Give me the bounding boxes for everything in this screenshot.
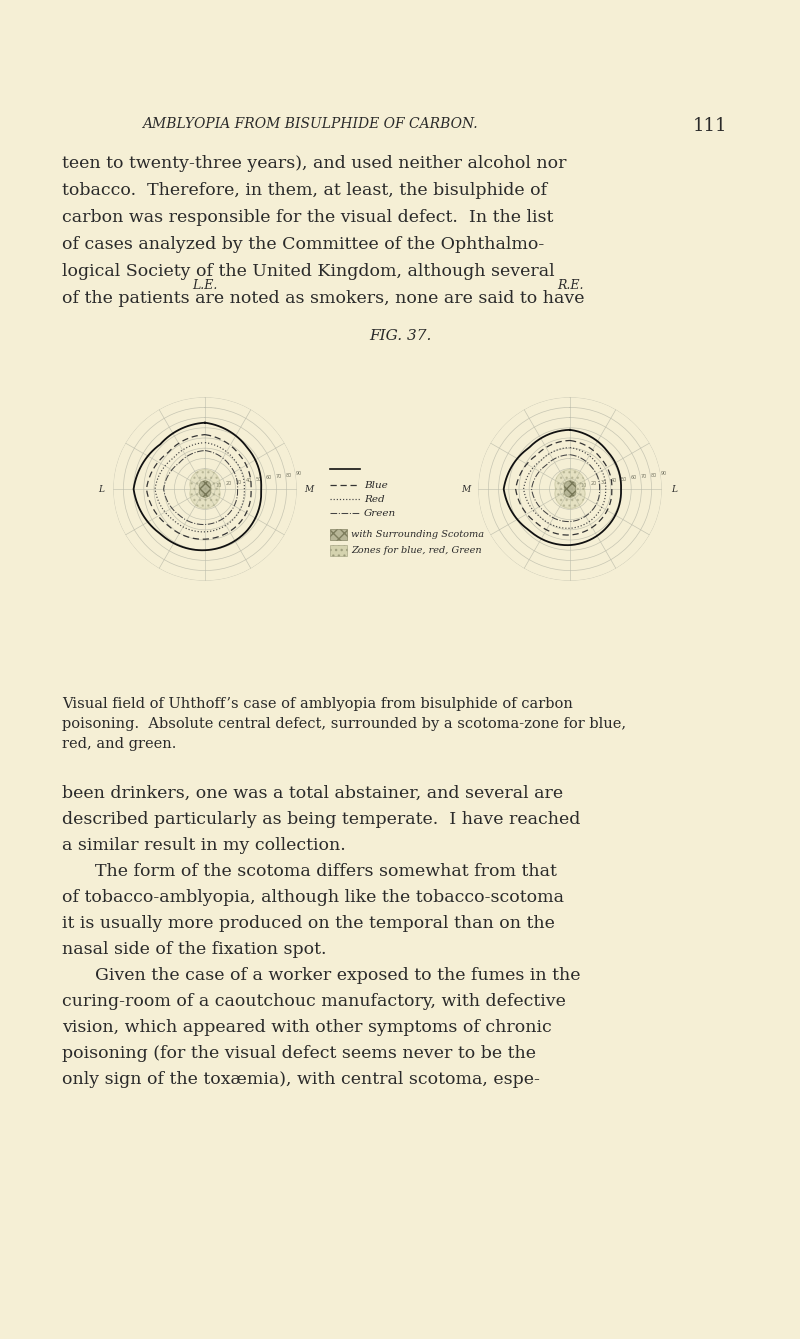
Text: Blue: Blue (364, 481, 388, 490)
Text: poisoning.  Absolute central defect, surrounded by a scotoma-zone for blue,: poisoning. Absolute central defect, surr… (62, 716, 626, 731)
Text: M: M (462, 485, 470, 494)
FancyBboxPatch shape (330, 529, 347, 540)
Text: with Surrounding Scotoma: with Surrounding Scotoma (351, 530, 484, 540)
Text: Given the case of a worker exposed to the fumes in the: Given the case of a worker exposed to th… (95, 967, 581, 984)
Text: curing-room of a caoutchouc manufactory, with defective: curing-room of a caoutchouc manufactory,… (62, 992, 566, 1010)
Text: carbon was responsible for the visual defect.  In the list: carbon was responsible for the visual de… (62, 209, 554, 226)
Text: Red: Red (364, 494, 385, 503)
Text: it is usually more produced on the temporal than on the: it is usually more produced on the tempo… (62, 915, 555, 932)
Text: The form of the scotoma differs somewhat from that: The form of the scotoma differs somewhat… (95, 862, 557, 880)
Text: vision, which appeared with other symptoms of chronic: vision, which appeared with other sympto… (62, 1019, 552, 1036)
Text: tobacco.  Therefore, in them, at least, the bisulphide of: tobacco. Therefore, in them, at least, t… (62, 182, 547, 200)
Polygon shape (564, 481, 576, 497)
Text: described particularly as being temperate.  I have reached: described particularly as being temperat… (62, 811, 580, 828)
Text: 111: 111 (693, 116, 727, 135)
Text: of tobacco-amblyopia, although like the tobacco-scotoma: of tobacco-amblyopia, although like the … (62, 889, 564, 905)
Polygon shape (190, 470, 220, 509)
Text: a similar result in my collection.: a similar result in my collection. (62, 837, 346, 854)
Text: FIG. 37.: FIG. 37. (369, 329, 431, 343)
Text: Visual field of Uhthoff’s case of amblyopia from bisulphide of carbon: Visual field of Uhthoff’s case of amblyo… (62, 696, 573, 711)
Polygon shape (199, 481, 210, 497)
Text: nasal side of the fixation spot.: nasal side of the fixation spot. (62, 941, 326, 957)
Text: M: M (305, 485, 314, 494)
Text: Green: Green (364, 509, 396, 517)
Text: L: L (98, 485, 104, 494)
Text: of the patients are noted as smokers, none are said to have: of the patients are noted as smokers, no… (62, 291, 585, 307)
Text: red, and green.: red, and green. (62, 736, 176, 751)
Text: been drinkers, one was a total abstainer, and several are: been drinkers, one was a total abstainer… (62, 785, 563, 802)
FancyBboxPatch shape (330, 545, 347, 556)
Text: R.E.: R.E. (557, 279, 583, 292)
Text: only sign of the toxæmia), with central scotoma, espe-: only sign of the toxæmia), with central … (62, 1071, 540, 1087)
Text: L.E.: L.E. (192, 279, 218, 292)
Text: of cases analyzed by the Committee of the Ophthalmo-: of cases analyzed by the Committee of th… (62, 236, 544, 253)
Text: teen to twenty-three years), and used neither alcohol nor: teen to twenty-three years), and used ne… (62, 155, 566, 171)
Text: logical Society of the United Kingdom, although several: logical Society of the United Kingdom, a… (62, 262, 554, 280)
Text: poisoning (for the visual defect seems never to be the: poisoning (for the visual defect seems n… (62, 1044, 536, 1062)
Text: Zones for blue, red, Green: Zones for blue, red, Green (351, 546, 482, 554)
Text: L: L (671, 485, 677, 494)
Polygon shape (555, 470, 585, 509)
Text: AMBLYOPIA FROM BISULPHIDE OF CARBON.: AMBLYOPIA FROM BISULPHIDE OF CARBON. (142, 116, 478, 131)
